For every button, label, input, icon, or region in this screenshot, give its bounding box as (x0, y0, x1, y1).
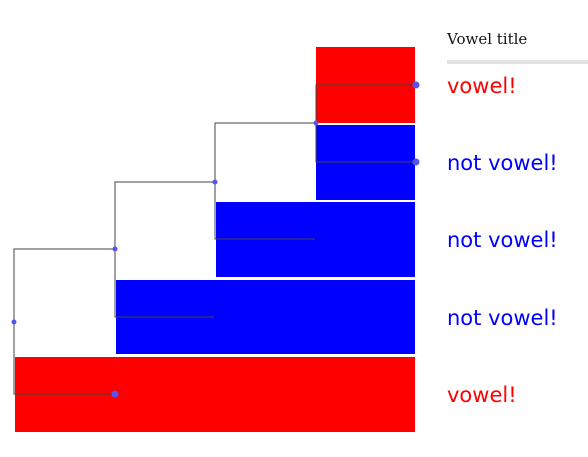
branch-leaf-4 (114, 249, 214, 318)
node-dot (412, 158, 420, 166)
label-4: not vowel! (447, 306, 558, 330)
branch-root-up (13, 248, 115, 322)
tree-lines (13, 84, 416, 395)
node-dot (412, 81, 420, 89)
node-dot (11, 319, 17, 325)
node-dot (111, 390, 119, 398)
branch-leaf-3 (214, 182, 315, 240)
node-dot (112, 246, 118, 252)
branch-leaf-5 (13, 322, 115, 395)
branch-leaf-2 (315, 123, 416, 163)
label-3: not vowel! (447, 228, 558, 252)
node-dot (212, 179, 218, 185)
label-1: vowel! (447, 74, 517, 98)
legend-title: Vowel title (447, 30, 528, 48)
branch-node-a (214, 122, 316, 182)
branch-leaf-1 (315, 84, 416, 123)
node-dots (11, 81, 420, 398)
label-5: vowel! (447, 383, 517, 407)
label-2: not vowel! (447, 151, 558, 175)
node-dot (313, 120, 319, 126)
branch-node-b (114, 181, 215, 249)
legend-rule (447, 60, 588, 64)
